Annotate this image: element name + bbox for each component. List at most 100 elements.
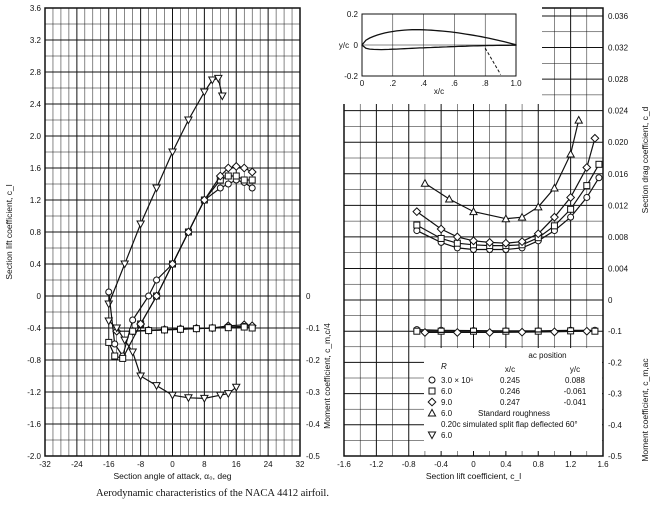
- legend-r-value: 6.0: [441, 431, 453, 440]
- moment-data-point: [192, 325, 200, 333]
- moment-ac-data-point: [420, 327, 430, 337]
- y-tick-label: 1.2: [30, 196, 42, 205]
- y-right-tick-label: 0: [306, 292, 311, 301]
- x-tick-label: -32: [39, 460, 51, 469]
- x-tick-label: -0.4: [434, 460, 448, 469]
- cd-tick-label: 0.020: [608, 138, 629, 147]
- lift-data-point: [224, 180, 232, 188]
- x-tick-label: 0.4: [500, 460, 512, 469]
- x-tick-label: 24: [264, 460, 273, 469]
- cd-tick-label: 0.032: [608, 44, 629, 53]
- y-tick-label: 0.4: [30, 260, 42, 269]
- moment-data-point: [128, 348, 138, 357]
- drag-data-point: [549, 183, 559, 192]
- drag-series-line: [424, 119, 580, 220]
- drag-data-point: [582, 162, 592, 172]
- lift-data-point: [111, 352, 119, 360]
- lift-data-point: [129, 316, 137, 324]
- lift-data-point: [136, 220, 146, 229]
- y-tick-label: 0: [37, 292, 42, 301]
- lift-moment-vs-alpha-chart: -2.0 -1.6 -1.2 -0.8 -0.4 0 0.4 0.8 1.2 1.6 2.0 2.4 2…: [4, 4, 332, 481]
- moment-ac-data-point: [549, 327, 559, 337]
- drag-data-point: [501, 238, 511, 248]
- y-tick-label: -1.2: [27, 388, 41, 397]
- y-tick-label: 2.0: [30, 132, 42, 141]
- moment-data-point: [152, 382, 162, 391]
- moment-data-point: [161, 326, 169, 334]
- x-tick-label: 8: [202, 460, 207, 469]
- y-right-tick-label: -0.4: [306, 420, 320, 429]
- cd-tick-label: 0.016: [608, 170, 629, 179]
- y-tick-label: -2.0: [27, 452, 41, 461]
- y-tick-label: 1.6: [30, 164, 42, 173]
- y-tick-label: 2.4: [30, 100, 42, 109]
- inset-x-axis-label: x/c: [434, 87, 444, 96]
- moment-ac-data-point: [517, 327, 527, 337]
- moment-data-point: [240, 323, 248, 331]
- legend-x-value: 0.247: [500, 398, 521, 407]
- x-tick-label: -16: [103, 460, 115, 469]
- moment-data-point: [208, 324, 216, 332]
- cm-tick-label: -0.3: [608, 390, 622, 399]
- drag-data-point: [595, 160, 603, 168]
- drag-data-point: [583, 182, 591, 190]
- y-tick-label: 3.6: [30, 4, 42, 13]
- drag-data-point: [412, 207, 422, 217]
- lift-data-point: [248, 184, 256, 192]
- drag-data-point: [566, 192, 576, 202]
- plot-frame: [44, 7, 301, 457]
- moment-data-point: [224, 324, 232, 332]
- legend-x-value: 0.246: [500, 387, 521, 396]
- lift-data-point: [104, 300, 114, 309]
- cd-axis-label: Section drag coefficient, c_d: [640, 106, 650, 213]
- split-flap-line: [484, 47, 502, 75]
- legend-r-value: 3.0 × 10⁶: [441, 376, 473, 385]
- legend-y-value: -0.061: [564, 387, 587, 396]
- inset-x-tick-label: .6: [451, 79, 458, 88]
- legend-x-value: 0.245: [500, 376, 521, 385]
- lift-data-point: [213, 74, 223, 84]
- drag-data-point: [567, 205, 575, 213]
- legend-note: Standard roughness: [478, 409, 550, 418]
- drag-data-point: [469, 207, 478, 216]
- x-tick-label: -1.2: [369, 460, 383, 469]
- lift-data-point: [136, 319, 146, 329]
- legend-header-y: y/c: [570, 365, 580, 374]
- moment-data-point: [183, 394, 193, 403]
- inset-y-axis-label: y/c: [339, 41, 349, 50]
- lift-data-point: [111, 340, 119, 348]
- drag-data-point: [437, 234, 445, 242]
- cm-tick-label: -0.4: [608, 421, 622, 430]
- legend-marker: [427, 431, 437, 440]
- lift-data-point: [216, 184, 224, 192]
- inset-background: [340, 4, 542, 104]
- cd-tick-label: 0.024: [608, 107, 629, 116]
- drag-data-point: [566, 149, 576, 158]
- lift-series-line: [140, 165, 253, 325]
- lift-data-point: [199, 88, 209, 97]
- moment-data-point: [176, 325, 184, 333]
- y-right-tick-label: -0.1: [306, 324, 320, 333]
- y-tick-label: -1.6: [27, 420, 41, 429]
- moment-ac-series-line: [424, 330, 587, 333]
- moment-data-point: [104, 317, 114, 326]
- cd-tick-label: 0.036: [608, 12, 629, 21]
- moment-ac-data-point: [502, 327, 510, 335]
- drag-data-point: [420, 178, 430, 187]
- lift-data-point: [153, 276, 161, 284]
- lift-data-point: [183, 227, 193, 237]
- lift-data-point: [239, 163, 249, 173]
- y-right-tick-label: -0.5: [306, 452, 320, 461]
- inset-y-tick-label: 0.2: [347, 10, 359, 19]
- lift-data-point: [168, 148, 177, 157]
- legend-header-r: R: [441, 362, 447, 371]
- x-tick-label: -8: [137, 460, 145, 469]
- x-tick-label: 1.6: [597, 460, 609, 469]
- y-tick-label: -0.8: [27, 356, 41, 365]
- drag-data-point: [501, 214, 511, 223]
- x-tick-label: -24: [71, 460, 83, 469]
- cm-tick-label: -0.5: [608, 452, 622, 461]
- lift-data-point: [199, 195, 209, 205]
- y-tick-label: 3.2: [30, 36, 42, 45]
